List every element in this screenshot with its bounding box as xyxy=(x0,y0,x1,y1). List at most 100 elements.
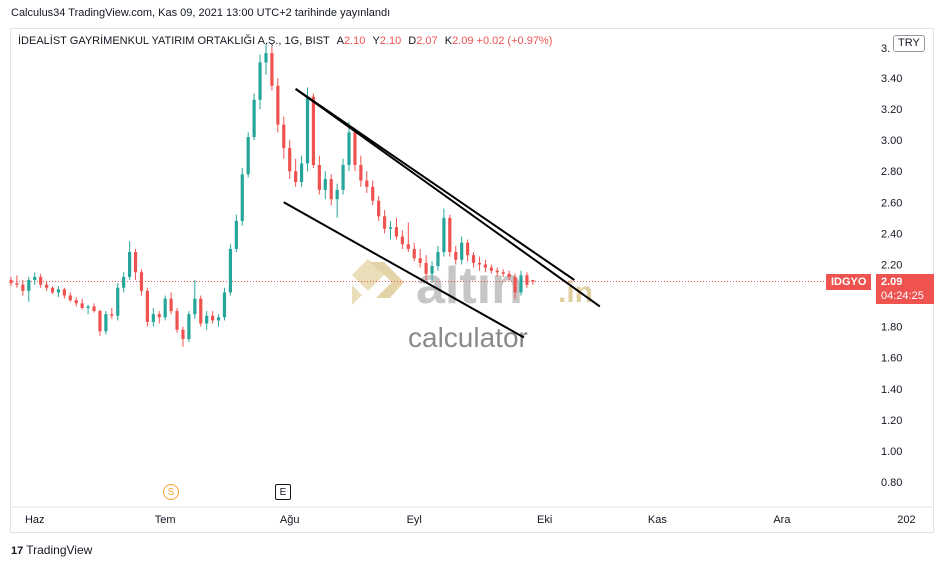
candle-body xyxy=(21,284,25,291)
candle xyxy=(98,309,102,336)
time-axis[interactable]: Haz Tem Ağu Eyl Eki Kas Ara 202 xyxy=(10,506,934,526)
x-tick-label: Eyl xyxy=(407,514,422,526)
candle-body xyxy=(371,186,375,201)
candle-body xyxy=(477,262,482,265)
tradingview-brand[interactable]: 17 TradingView xyxy=(11,543,92,557)
candle-body xyxy=(234,220,238,249)
candle-body xyxy=(110,314,114,316)
candle-body xyxy=(317,165,321,190)
candle xyxy=(86,304,90,315)
candle-body xyxy=(460,242,464,260)
candle-body xyxy=(122,276,126,288)
candle-body xyxy=(519,275,523,293)
candle-body xyxy=(323,179,327,190)
y-tick-label: 3.00 xyxy=(881,135,902,147)
candle xyxy=(341,158,345,195)
candle-body xyxy=(56,289,61,293)
candle-body xyxy=(335,189,339,200)
y-tick-label: 2.60 xyxy=(881,197,902,209)
candle-body xyxy=(483,264,487,268)
candle-body xyxy=(74,300,78,304)
candle-body xyxy=(329,179,333,200)
candle-body xyxy=(442,217,446,253)
candle xyxy=(406,222,410,253)
candle-body xyxy=(347,132,351,166)
candle-body xyxy=(187,314,191,340)
candle-body xyxy=(424,262,428,274)
candle-body xyxy=(216,317,221,321)
x-tick-label: Tem xyxy=(155,514,176,526)
candle-body xyxy=(151,314,155,322)
candle xyxy=(163,295,167,321)
earnings-marker-icon[interactable]: E xyxy=(275,484,291,500)
candle xyxy=(489,264,493,274)
candle xyxy=(139,269,144,296)
candle-body xyxy=(205,315,209,324)
candle xyxy=(276,78,280,133)
candle-body xyxy=(394,227,399,237)
candle-body xyxy=(15,283,19,285)
candle-body xyxy=(282,124,286,148)
candle-body xyxy=(264,53,268,63)
candle xyxy=(466,239,470,262)
legend-open: 2.10 xyxy=(343,35,366,47)
candle-body xyxy=(299,163,304,183)
candle-body xyxy=(382,216,387,229)
candle-body xyxy=(288,147,292,172)
candle-body xyxy=(68,295,72,301)
candle-body xyxy=(353,132,357,166)
candle xyxy=(317,155,321,195)
candle xyxy=(157,311,161,324)
candle-body xyxy=(418,258,422,263)
legend-symbol: İDEALİST GAYRİMENKUL YATIRIM ORTAKLIĞI A… xyxy=(18,35,330,47)
candle-body xyxy=(86,306,90,308)
candle xyxy=(299,155,304,187)
candle-body xyxy=(228,248,233,293)
candle-body xyxy=(359,165,363,181)
candle xyxy=(442,208,446,257)
candle xyxy=(436,245,440,271)
candle-body xyxy=(98,311,102,332)
candle-body xyxy=(507,273,511,277)
candle xyxy=(74,297,78,307)
candle xyxy=(92,303,96,313)
candle xyxy=(216,314,221,327)
x-tick-label: Ağu xyxy=(280,514,300,526)
published-caption: Calculus34 TradingView.com, Kas 09, 2021… xyxy=(11,7,391,19)
candle xyxy=(501,269,505,277)
candle xyxy=(151,307,155,327)
candle xyxy=(246,132,250,178)
candle-body xyxy=(406,244,410,249)
candle xyxy=(56,286,61,298)
candle xyxy=(258,54,262,110)
watermark-calculator: calculator xyxy=(408,322,528,353)
y-tick-label: 0.80 xyxy=(881,477,902,489)
x-tick-label: Ara xyxy=(773,514,791,526)
candle xyxy=(222,287,227,321)
split-marker-icon[interactable]: S xyxy=(163,484,179,500)
candle-body xyxy=(62,289,66,296)
candle xyxy=(483,259,487,273)
candle xyxy=(270,46,274,91)
candle xyxy=(519,270,523,296)
trendline xyxy=(283,201,525,339)
candle-body xyxy=(139,272,144,291)
currency-button[interactable]: TRY xyxy=(893,35,925,52)
candle-body xyxy=(305,96,310,164)
candle-body xyxy=(104,314,108,332)
candle-body xyxy=(222,292,227,318)
candle xyxy=(110,307,114,319)
candle-body xyxy=(193,298,197,315)
candle xyxy=(454,245,458,265)
legend-change: +0.02 (+0.97%) xyxy=(476,35,553,47)
candle-body xyxy=(199,298,203,324)
legend-high: 2.10 xyxy=(379,35,402,47)
candle xyxy=(21,280,25,296)
candle xyxy=(329,174,333,206)
candle xyxy=(234,214,238,253)
candle xyxy=(347,121,351,172)
candle xyxy=(228,244,233,296)
price-axis[interactable]: 3.403.203.002.802.602.402.202.001.801.60… xyxy=(881,43,902,489)
candle-body xyxy=(270,53,274,86)
